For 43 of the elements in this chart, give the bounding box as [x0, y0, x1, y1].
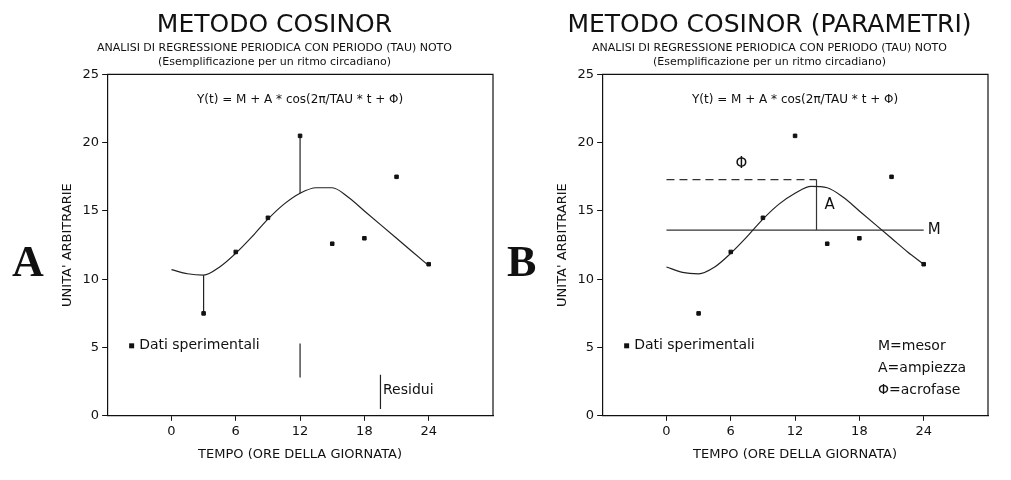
y-axis-title: UNITA' ARBITRARIE: [554, 183, 570, 307]
annotation: Φ=acrofase: [878, 381, 961, 398]
y-tick-label: 10: [577, 270, 595, 286]
x-axis-title: TEMPO (ORE DELLA GIORNATA): [692, 445, 898, 461]
x-tick-label: 24: [915, 422, 932, 438]
y-axis-title: UNITA' ARBITRARIE: [59, 183, 75, 307]
y-tick-label: 20: [577, 134, 595, 150]
series-label: A: [824, 194, 836, 213]
series-label: M: [927, 219, 941, 238]
x-tick-label: 0: [167, 422, 176, 438]
text: A: [12, 237, 44, 287]
y-tick-label: 10: [82, 270, 100, 286]
x-tick-label: 12: [786, 422, 804, 438]
annotation: A=ampiezza: [878, 359, 967, 376]
x-tick-label: 18: [851, 422, 868, 438]
chart-subtitle: ANALISI DI REGRESSIONE PERIODICA CON PERIODO (TAU) NOTO (Esemplificazione per un ritmo circadiano): [97, 41, 453, 68]
x-tick-label: 0: [662, 422, 671, 438]
y-tick-label: 15: [82, 202, 100, 218]
legend-label: Dati sperimentali: [139, 336, 260, 353]
x-tick-label: 12: [291, 422, 309, 438]
chart-title: METODO COSINOR (PARAMETRI): [567, 8, 972, 38]
series-label: Φ: [735, 153, 748, 172]
annotation: Y(t) = M + A * cos(2π/TAU * t + Φ): [690, 91, 899, 106]
text: B: [507, 237, 537, 287]
chart-subtitle: ANALISI DI REGRESSIONE PERIODICA CON PERIODO (TAU) NOTO (Esemplificazione per un ritmo circadiano): [592, 41, 948, 68]
y-tick-label: 15: [577, 202, 595, 218]
chart-title: METODO COSINOR: [156, 8, 393, 38]
y-tick-label: 0: [90, 407, 100, 423]
y-tick-label: 20: [82, 134, 100, 150]
annotation: Y(t) = M + A * cos(2π/TAU * t + Φ): [195, 91, 404, 106]
y-tick-label: 5: [90, 338, 100, 354]
y-tick-label: 25: [577, 65, 595, 81]
x-tick-label: 6: [231, 422, 240, 438]
y-tick-label: 25: [82, 65, 100, 81]
x-axis-title: TEMPO (ORE DELLA GIORNATA): [197, 445, 403, 461]
x-tick-label: 24: [420, 422, 437, 438]
x-tick-label: 6: [726, 422, 735, 438]
x-tick-label: 18: [356, 422, 373, 438]
annotation: Residui: [383, 381, 434, 398]
annotation: M=mesor: [878, 337, 946, 354]
y-tick-label: 0: [585, 407, 595, 423]
y-tick-label: 5: [585, 338, 595, 354]
legend-label: Dati sperimentali: [634, 336, 755, 353]
